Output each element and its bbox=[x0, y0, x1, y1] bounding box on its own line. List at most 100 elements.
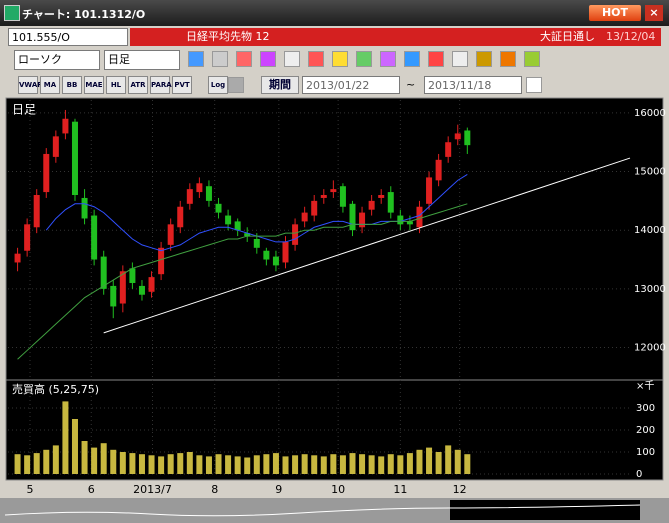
volume-bar bbox=[272, 453, 279, 474]
volume-bar bbox=[368, 455, 375, 474]
symbol-input[interactable]: 101.555/O bbox=[8, 28, 128, 46]
tool-icon[interactable] bbox=[500, 51, 516, 67]
candle-body bbox=[435, 159, 442, 181]
tool-icon[interactable] bbox=[476, 51, 492, 67]
volume-bar bbox=[416, 449, 423, 474]
candle-body bbox=[119, 271, 126, 304]
tool-icon[interactable] bbox=[524, 51, 540, 67]
tool-icon[interactable] bbox=[284, 51, 300, 67]
candle-body bbox=[215, 203, 222, 213]
tool-icon[interactable] bbox=[236, 51, 252, 67]
candle-body bbox=[272, 256, 279, 266]
indicator-button[interactable]: ATR bbox=[128, 76, 148, 94]
volume-bar bbox=[225, 455, 232, 474]
indicator-button[interactable]: PARA bbox=[150, 76, 172, 94]
volume-bar bbox=[234, 456, 241, 474]
tool-icon[interactable] bbox=[188, 51, 204, 67]
panel-title: 日足 bbox=[12, 103, 36, 117]
candle-body bbox=[234, 221, 241, 231]
candle-body bbox=[205, 186, 212, 201]
chart-type-select[interactable]: ローソク bbox=[14, 50, 100, 70]
volume-bar bbox=[464, 454, 471, 474]
candle-body bbox=[253, 239, 260, 248]
candle-body bbox=[445, 142, 452, 157]
candle-body bbox=[244, 233, 251, 237]
candle-body bbox=[186, 189, 193, 204]
volume-bar bbox=[454, 449, 461, 474]
x-tick-label: 6 bbox=[88, 483, 95, 496]
candle-body bbox=[454, 133, 461, 140]
tool-icon[interactable] bbox=[308, 51, 324, 67]
from-date[interactable]: 2013/01/22 bbox=[302, 76, 400, 94]
symbol-bar: 日経平均先物 12 大証日通し 13/12/04 bbox=[130, 28, 661, 46]
symbol-name: 日経平均先物 12 bbox=[186, 30, 270, 43]
candle-body bbox=[282, 241, 289, 263]
tool-icon[interactable] bbox=[404, 51, 420, 67]
volume-bar bbox=[14, 454, 21, 474]
unit-label: ×千 bbox=[636, 380, 654, 392]
candle-body bbox=[138, 285, 145, 295]
candle-body bbox=[292, 224, 299, 245]
candle-body bbox=[301, 212, 308, 222]
candle-body bbox=[426, 177, 433, 204]
volume-bar bbox=[186, 452, 193, 474]
close-button[interactable]: × bbox=[645, 5, 663, 21]
app-icon bbox=[4, 5, 20, 21]
volume-bar bbox=[62, 401, 69, 474]
indicator-button[interactable]: BB bbox=[62, 76, 82, 94]
tool-icon[interactable] bbox=[332, 51, 348, 67]
tool-icon[interactable] bbox=[452, 51, 468, 67]
moving-average bbox=[17, 203, 468, 360]
indicator-button[interactable]: MA bbox=[40, 76, 60, 94]
date: 13/12/04 bbox=[606, 30, 656, 43]
tool-icon[interactable] bbox=[260, 51, 276, 67]
tilde: ~ bbox=[406, 78, 416, 91]
candle-body bbox=[339, 186, 346, 207]
tool-icon[interactable] bbox=[428, 51, 444, 67]
indicator-button[interactable]: MAE bbox=[84, 76, 104, 94]
x-tick-label: 10 bbox=[331, 483, 345, 496]
candle-body bbox=[43, 153, 50, 193]
overview-line bbox=[4, 504, 641, 517]
volume-bar bbox=[387, 454, 394, 474]
candle-body bbox=[349, 203, 356, 231]
period-select[interactable]: 日足 bbox=[104, 50, 180, 70]
x-tick-label: 9 bbox=[275, 483, 282, 496]
volume-bar bbox=[378, 456, 385, 474]
volume-bar bbox=[397, 455, 404, 474]
overview-window bbox=[450, 500, 640, 520]
volume-bar bbox=[253, 455, 260, 474]
candle-body bbox=[110, 285, 117, 307]
candle-body bbox=[52, 136, 59, 157]
to-date[interactable]: 2013/11/18 bbox=[424, 76, 522, 94]
volume-bar bbox=[177, 453, 184, 474]
tool-icon[interactable] bbox=[228, 77, 244, 93]
volume-bar bbox=[81, 441, 88, 474]
hot-button[interactable]: HOT bbox=[589, 5, 641, 21]
title-bar: チャート: 101.1312/O HOT × bbox=[0, 0, 669, 26]
indicator-button[interactable]: Log bbox=[208, 76, 228, 94]
candle-body bbox=[81, 197, 88, 219]
candle-body bbox=[148, 277, 155, 292]
volume-bar bbox=[129, 453, 136, 474]
candle-body bbox=[359, 212, 366, 228]
indicator-button[interactable]: VWAP bbox=[18, 76, 42, 94]
indicator-button[interactable]: PVT bbox=[172, 76, 192, 94]
volume-bar bbox=[196, 455, 203, 474]
indicator-button[interactable]: HL bbox=[106, 76, 126, 94]
tool-icon[interactable] bbox=[356, 51, 372, 67]
x-tick-label: 5 bbox=[27, 483, 34, 496]
volume-bar bbox=[311, 455, 318, 474]
range-button[interactable]: 期間 bbox=[261, 76, 299, 94]
volume-bar bbox=[91, 447, 98, 474]
checkbox[interactable] bbox=[526, 77, 542, 93]
volume-bar bbox=[43, 449, 50, 474]
y-tick-label: 300 bbox=[636, 403, 655, 414]
y-tick-label: 13000 bbox=[634, 284, 666, 295]
volume-bar bbox=[52, 445, 59, 474]
candle-body bbox=[464, 130, 471, 146]
tool-icon[interactable] bbox=[212, 51, 228, 67]
tool-icon[interactable] bbox=[380, 51, 396, 67]
